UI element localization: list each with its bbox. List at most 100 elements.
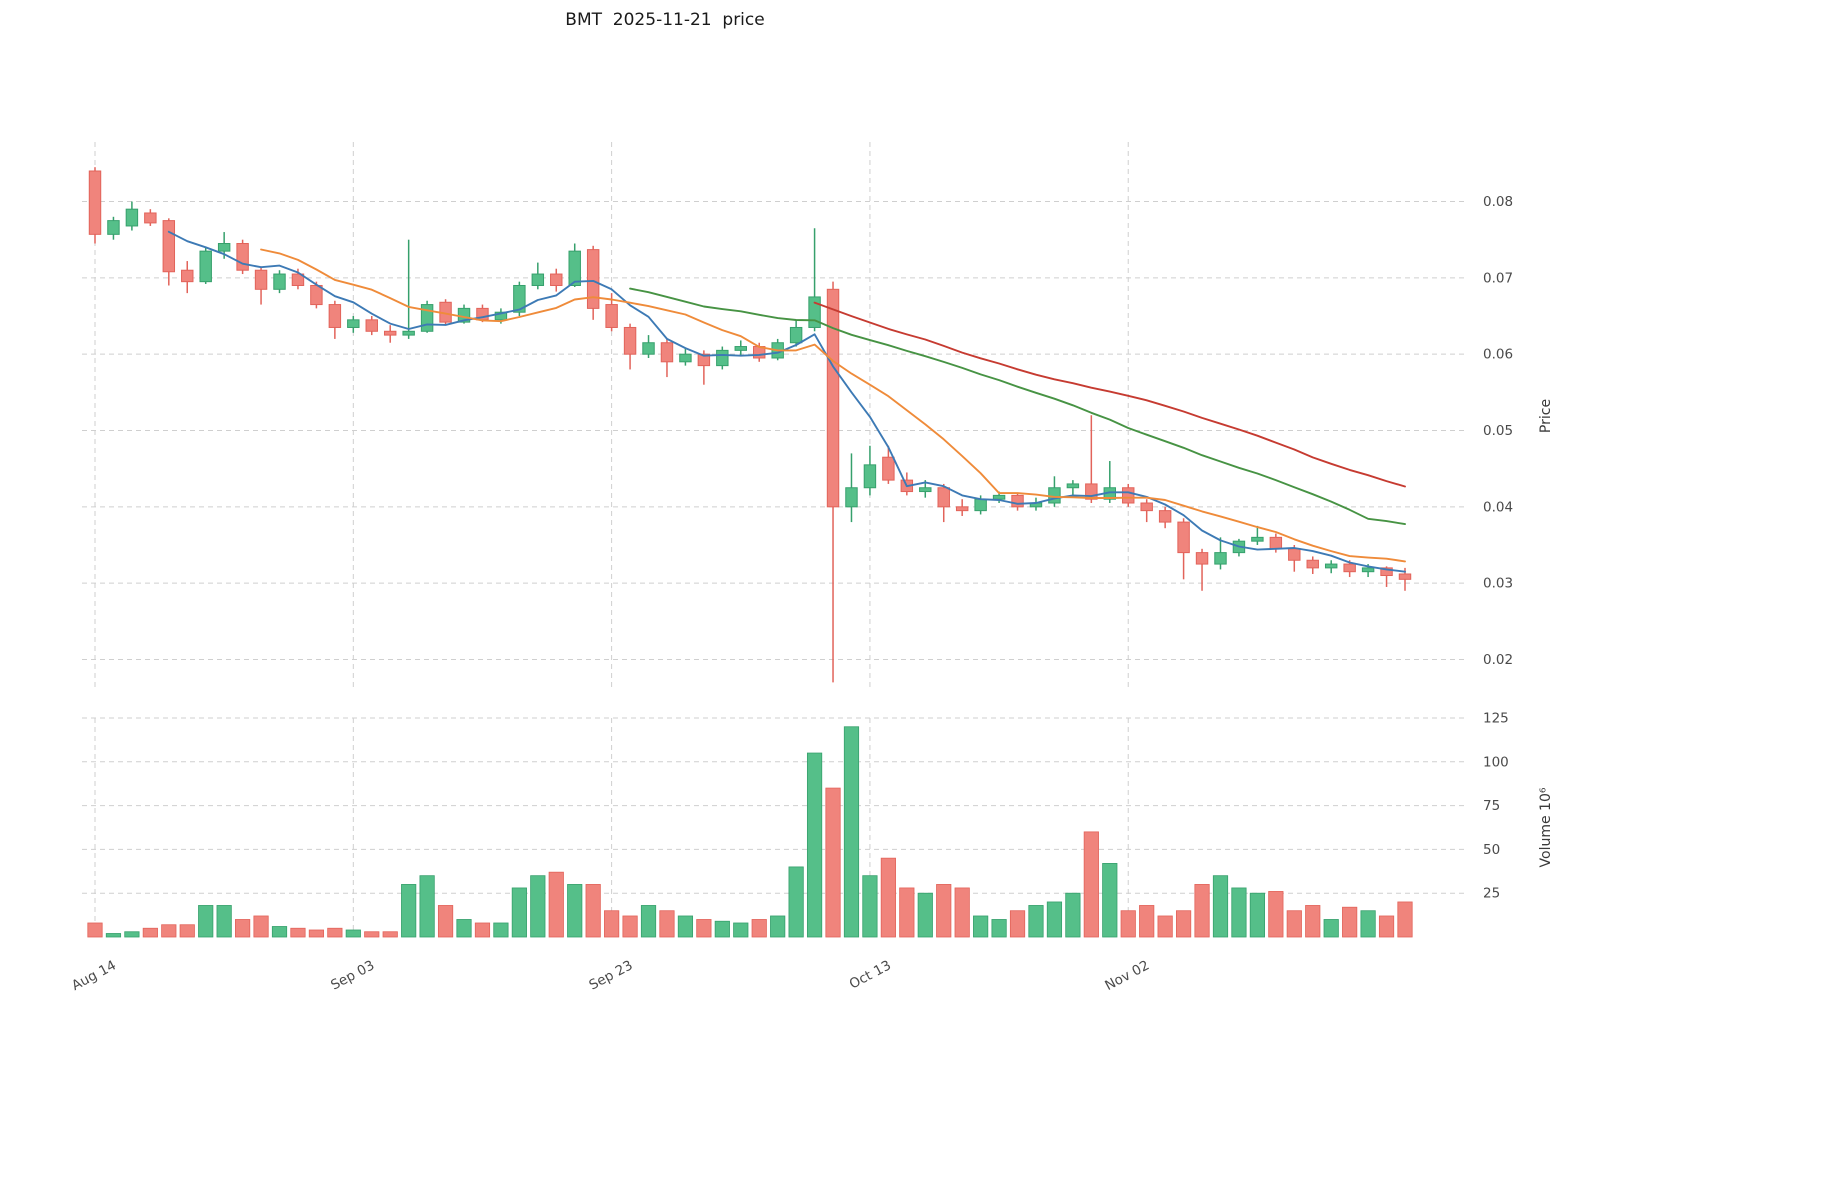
ma-line-10 [260,248,1406,563]
candle-body [273,273,286,290]
price-tick-label: 0.05 [1483,423,1513,439]
volume-bar [1268,891,1284,938]
volume-tick-label: 125 [1483,711,1509,727]
volume-bar [1028,905,1044,938]
volume-bar [161,924,177,938]
volume-bar [382,931,398,938]
candle-body [1251,536,1264,542]
candle-body [734,346,747,351]
candle-body [347,319,360,328]
candle-body [291,273,305,286]
price-tick-label: 0.08 [1483,194,1513,210]
candle-body [789,326,803,344]
volume-bar [1157,915,1173,938]
volume-bar [493,922,509,938]
volume-bar [253,915,269,938]
candle-body [236,243,249,271]
candle-body [531,273,545,286]
candle-body [937,487,950,508]
volume-bar [825,787,841,938]
axis-titles: Price Volume 10⁶ [1538,399,1554,868]
volume-bar [235,919,251,938]
candle-body [1085,483,1098,500]
volume-tick-label: 100 [1483,754,1509,770]
volume-bar [604,910,620,938]
volume-bar [290,927,306,938]
volume-bar [1175,910,1192,938]
volume-bar [474,922,491,938]
candle-body [1306,559,1319,569]
volume-bar [437,905,454,938]
candle-body [660,342,674,363]
volume-bar [1009,910,1026,938]
volume-bar [677,915,694,938]
candle-body [217,243,231,252]
candle-body [383,330,397,336]
candle-body [365,319,378,332]
volume-bar [530,875,546,938]
volume-bar [991,919,1007,938]
candle-body [974,498,987,512]
candle-body [420,304,434,332]
candles [88,167,1412,683]
date-tick-label: Nov 02 [1102,957,1152,994]
ma-line-40 [813,301,1406,488]
volume-bar [1231,887,1247,938]
candle-body [144,212,157,224]
price-tick-label: 0.06 [1483,347,1513,363]
price-tick-label: 0.04 [1483,499,1513,515]
candle-body [199,250,212,283]
candle-body [1343,563,1356,573]
candle-body [550,273,563,286]
candle-body [826,288,840,508]
volume-bar [345,929,361,938]
candle-body [1048,487,1061,504]
candle-body [181,269,194,283]
volume-bar [1102,863,1118,938]
candle-body [1140,502,1153,512]
candle-body [1398,573,1412,580]
ma-line-30 [629,287,1406,526]
candle-body [845,487,858,508]
volume-bar [899,887,915,938]
chart-title: BMT 2025-11-21 price [565,10,765,30]
volume-bar [271,926,288,938]
volume-bar [733,922,749,938]
volume-bar [567,884,583,938]
volume-bar [640,905,657,938]
volume-bar [936,884,952,938]
volume-bar [511,887,527,938]
candle-body [919,487,932,493]
volume-bar [419,875,435,938]
ma-lines [167,230,1406,573]
candle-body [863,464,877,489]
gridlines [82,142,1467,937]
volume-bar [1212,875,1229,938]
volume-bar [1083,831,1099,938]
volume-bar [456,919,472,938]
volume-bar [105,933,122,938]
candle-body [1066,483,1080,489]
date-tick-label: Sep 03 [328,957,377,993]
volume-tick-label: 75 [1483,798,1500,814]
candle-body [1011,494,1024,508]
volume-bar [880,857,896,938]
candle-body [808,296,821,328]
volume-axis-title: Volume 10⁶ [1538,787,1554,867]
volume-bar [1397,901,1413,938]
candle-body [162,220,176,273]
date-tick-label: Sep 23 [587,957,636,993]
candle-body [955,506,969,512]
volume-bar [1323,919,1339,938]
candle-body [1158,510,1172,523]
candle-body [679,353,692,363]
volume-bar [788,866,804,938]
candle-body [1177,521,1190,554]
candle-body [125,208,139,227]
volume-bar [1065,892,1081,938]
volume-bar [216,905,232,938]
volume-bar [1305,905,1321,938]
volume-tick-label: 50 [1483,842,1500,858]
